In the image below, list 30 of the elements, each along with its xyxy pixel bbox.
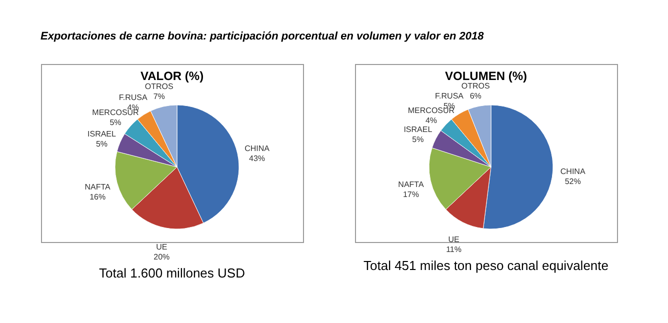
text: Total 451 miles ton peso canal equivalente xyxy=(364,258,608,274)
data-label: 43% xyxy=(249,154,266,164)
data-label: 5% xyxy=(110,118,122,127)
chart-title: VOLUMEN (%) xyxy=(445,69,527,83)
slice-label: ISRAEL xyxy=(88,129,117,138)
data-label: 16% xyxy=(90,192,106,202)
slice-label: MERCOSUR xyxy=(92,108,140,117)
data-label: 20% xyxy=(154,252,170,262)
slice-label: CHINA xyxy=(244,144,270,154)
slice-label: UE xyxy=(156,242,168,252)
slice-label: UE xyxy=(448,235,460,244)
slice-label: CHINA xyxy=(560,167,586,176)
text: Total 1.600 millones USD xyxy=(99,266,245,281)
data-label: 4% xyxy=(425,116,438,125)
slice-label: OTROS xyxy=(144,82,174,91)
text: Exportaciones de carne bovina: participación porcentual en volumen y valor en 2018 xyxy=(40,30,485,42)
slice-label: NAFTA xyxy=(398,180,424,189)
slice-label: F.RUSA xyxy=(118,92,148,102)
slice-label: F.RUSA xyxy=(435,91,464,100)
slice-label: ISRAEL xyxy=(404,124,433,134)
data-label: 11% xyxy=(446,245,462,254)
data-label: 7% xyxy=(153,92,165,101)
slice-label: NAFTA xyxy=(84,182,112,192)
data-label: 6% xyxy=(470,91,482,100)
slice-label: OTROS xyxy=(461,81,490,90)
data-label: 5% xyxy=(96,139,108,148)
data-label: 5% xyxy=(412,134,424,144)
data-label: 52% xyxy=(564,177,581,186)
data-label: 17% xyxy=(402,190,419,199)
chart-title: VALOR (%) xyxy=(140,69,204,83)
